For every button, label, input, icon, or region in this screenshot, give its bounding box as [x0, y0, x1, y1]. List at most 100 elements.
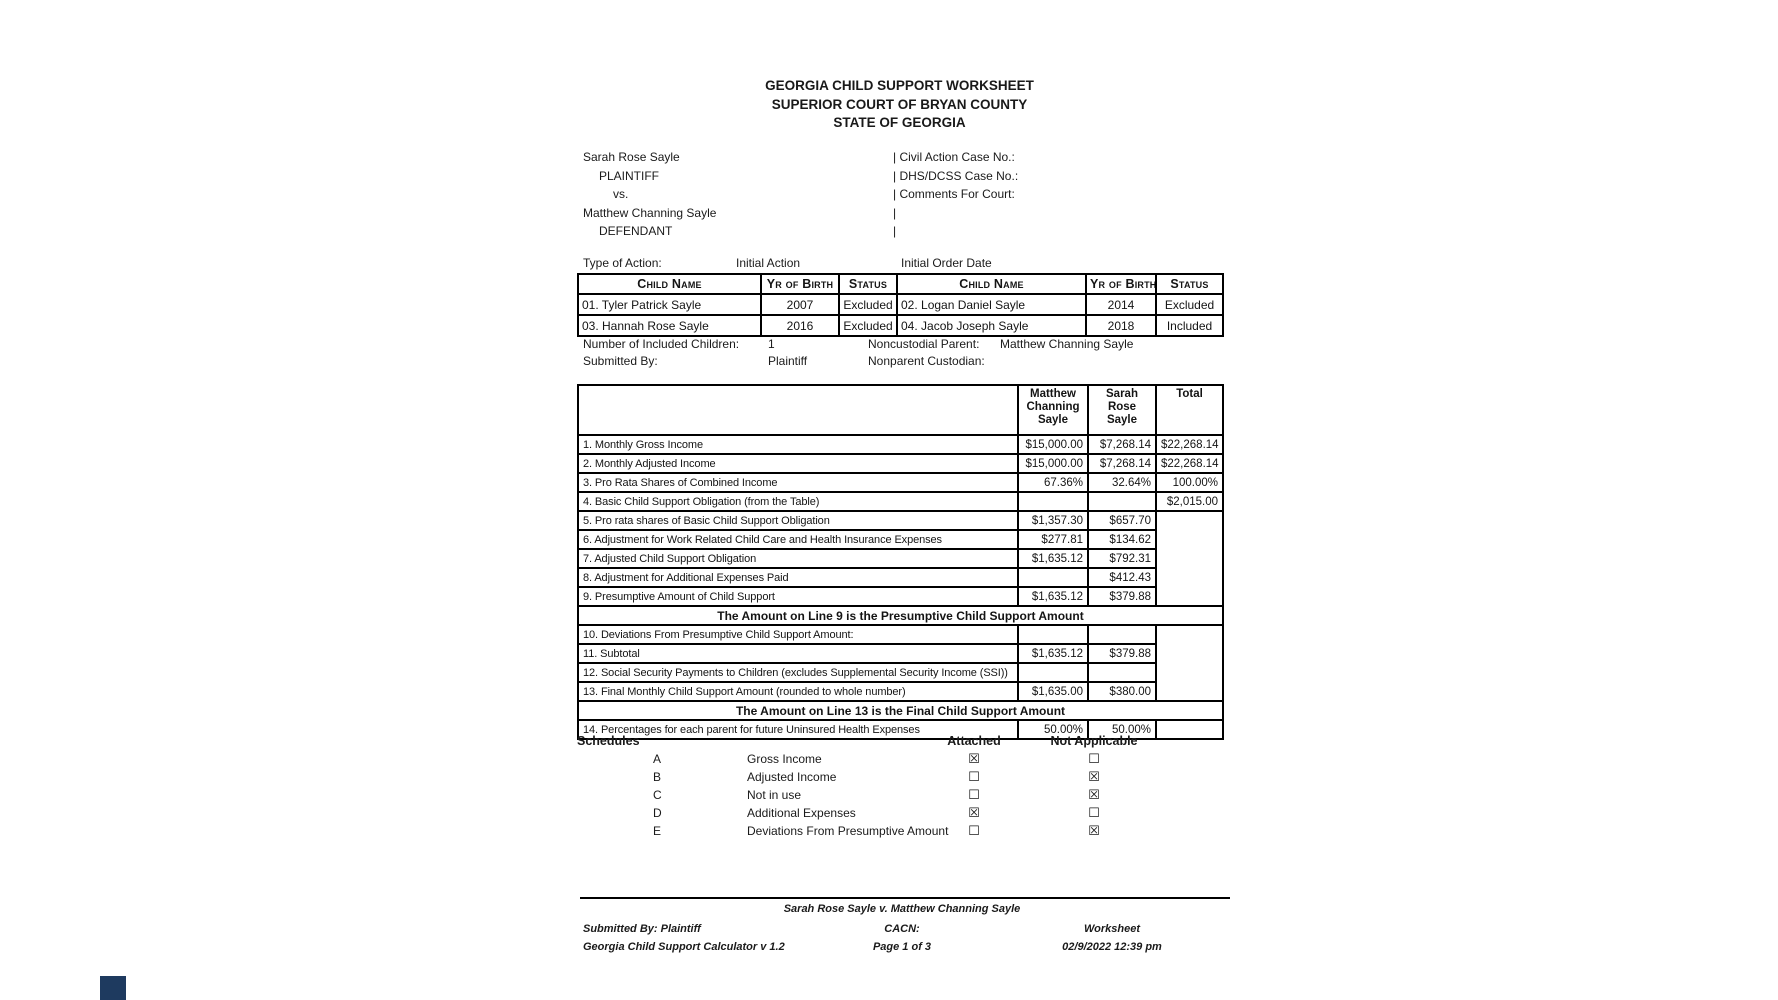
col-status-2: Status [1155, 273, 1224, 295]
row-total-value: $22,268.14 [1155, 434, 1224, 455]
row-parent2-value: $379.88 [1087, 643, 1157, 664]
submitted-by-value: Plaintiff [768, 354, 808, 368]
comments-for-court-label: | Comments For Court: [893, 187, 1015, 202]
row-total-value: $22,268.14 [1155, 453, 1224, 474]
row-total-value [1155, 719, 1224, 740]
document-title-block: GEORGIA CHILD SUPPORT WORKSHEET SUPERIOR… [577, 77, 1222, 133]
footer-cacn-label: CACN: [884, 923, 920, 935]
schedule-row-a: A Gross Income ☒ ☐ [577, 752, 1222, 770]
row-label: 7. Adjusted Child Support Obligation [577, 548, 1019, 569]
row-parent2-value: $412.43 [1087, 567, 1157, 588]
title-line-2: SUPERIOR COURT OF BRYAN COUNTY [771, 96, 1028, 112]
row-parent1-value [1017, 624, 1089, 645]
party-block: Sarah Rose Sayle PLAINTIFF vs. Matthew C… [583, 148, 716, 241]
children-table-row: 03. Hannah Rose Sayle 2016 Excluded 04. … [577, 314, 1224, 337]
row-parent2-value: $134.62 [1087, 529, 1157, 550]
schedule-row-e: E Deviations From Presumptive Amount ☐ ☒ [577, 824, 1222, 842]
footer: Sarah Rose Sayle v. Matthew Channing Say… [577, 903, 1227, 959]
noncustodial-parent-label: Noncustodial Parent: [868, 337, 980, 351]
row-parent1-value [1017, 567, 1089, 588]
row-parent1-value: $1,357.30 [1017, 510, 1089, 531]
worksheet-header-empty [577, 384, 1019, 436]
initial-order-date-label: Initial Order Date [901, 256, 992, 270]
row-label: 2. Monthly Adjusted Income [577, 453, 1019, 474]
attached-checkbox-icon: ☐ [968, 788, 980, 803]
schedule-name: Gross Income [747, 752, 822, 766]
row-parent2-value: $380.00 [1087, 681, 1157, 702]
included-children-value: 1 [768, 337, 775, 351]
row-parent1-value [1017, 491, 1089, 512]
child-status: Excluded [838, 293, 898, 316]
row-label: 1. Monthly Gross Income [577, 434, 1019, 455]
worksheet-row-9: 9. Presumptive Amount of Child Support $… [577, 586, 1223, 607]
schedule-name: Not in use [747, 788, 802, 802]
schedules-title: Schedules [577, 734, 640, 748]
worksheet-row-4: 4. Basic Child Support Obligation (from … [577, 491, 1224, 512]
col-child-name-1: Child Name [577, 273, 762, 295]
title-line-3: STATE OF GEORGIA [833, 115, 966, 130]
footer-page-number: Page 1 of 3 [872, 941, 932, 953]
row-parent1-value: $1,635.12 [1017, 548, 1089, 569]
row-parent2-value: $379.88 [1087, 586, 1157, 607]
row-label: 6. Adjustment for Work Related Child Car… [577, 529, 1019, 550]
row-parent1-value [1017, 662, 1089, 683]
row-parent1-value: $1,635.12 [1017, 586, 1089, 607]
worksheet-row-12: 12. Social Security Payments to Children… [577, 662, 1223, 683]
dhs-dcss-case-no-label: | DHS/DCSS Case No.: [893, 168, 1019, 183]
civil-action-case-no-label: | Civil Action Case No.: [893, 150, 1015, 164]
child-yob: 2014 [1085, 293, 1157, 316]
row-label: 12. Social Security Payments to Children… [577, 662, 1019, 683]
type-of-action-line: Type of Action: Initial Action Initial O… [583, 256, 1228, 270]
worksheet-row-3: 3. Pro Rata Shares of Combined Income 67… [577, 472, 1224, 493]
row-parent1-value: 67.36% [1017, 472, 1089, 493]
worksheet-header-total: Total [1155, 384, 1224, 436]
attached-checkbox-icon: ☐ [968, 824, 980, 839]
child-name: 04. Jacob Joseph Sayle [896, 314, 1087, 337]
versus-label: vs. [613, 187, 629, 202]
schedule-letter: E [653, 824, 662, 838]
row-parent2-value: 50.00% [1087, 719, 1157, 740]
nonparent-custodian-label: Nonparent Custodian: [868, 354, 985, 368]
row-parent1-value: $15,000.00 [1017, 453, 1089, 474]
type-of-action-label: Type of Action: [583, 256, 662, 270]
row-label: 5. Pro rata shares of Basic Child Suppor… [577, 510, 1019, 531]
worksheet-row-11: 11. Subtotal $1,635.12 $379.88 [577, 643, 1223, 664]
worksheet-row-2: 2. Monthly Adjusted Income $15,000.00 $7… [577, 453, 1224, 474]
child-status: Excluded [1155, 293, 1224, 316]
worksheet-row-7: 7. Adjusted Child Support Obligation $1,… [577, 548, 1223, 569]
schedule-letter: D [653, 806, 662, 820]
row-parent2-value: $7,268.14 [1087, 453, 1157, 474]
worksheet-row-13: 13. Final Monthly Child Support Amount (… [577, 681, 1223, 702]
worksheet-row-6: 6. Adjustment for Work Related Child Car… [577, 529, 1223, 550]
worksheet-row-14: 14. Percentages for each parent for futu… [577, 719, 1224, 740]
child-name: 01. Tyler Patrick Sayle [577, 293, 762, 316]
line9-banner-text: The Amount on Line 9 is the Presumptive … [577, 605, 1224, 626]
row-total-value: $2,015.00 [1155, 491, 1224, 512]
row-parent2-value [1087, 662, 1157, 683]
row-parent1-value: $277.81 [1017, 529, 1089, 550]
worksheet-header-parent2: Sarah Rose Sayle [1087, 384, 1157, 436]
title-line-1: GEORGIA CHILD SUPPORT WORKSHEET [765, 78, 1034, 93]
row-parent2-value: 32.64% [1087, 472, 1157, 493]
included-children-label: Number of Included Children: [583, 337, 740, 351]
case-info-pipe: | [893, 224, 897, 239]
row-label: 11. Subtotal [577, 643, 1019, 664]
footer-generator: Georgia Child Support Calculator v 1.2 [583, 941, 785, 953]
total-merged-blank [1155, 510, 1224, 607]
worksheet-header-parent1: Matthew Channing Sayle [1017, 384, 1089, 436]
row-parent2-value [1087, 491, 1157, 512]
col-status-1: Status [838, 273, 898, 295]
noncustodial-parent-value: Matthew Channing Sayle [1000, 337, 1134, 351]
child-name: 02. Logan Daniel Sayle [896, 293, 1087, 316]
summary-block: Number of Included Children: 1 Noncustod… [583, 336, 1228, 370]
col-yr-of-birth-1: Yr of Birth [760, 273, 840, 295]
col-child-name-2: Child Name [896, 273, 1087, 295]
attached-checkbox-icon: ☐ [968, 770, 980, 785]
defendant-role: DEFENDANT [599, 224, 673, 239]
row-parent1-value: $1,635.12 [1017, 643, 1089, 664]
row-parent1-value: $15,000.00 [1017, 434, 1089, 455]
not-applicable-checkbox-icon: ☐ [1088, 806, 1100, 821]
not-applicable-checkbox-icon: ☒ [1088, 824, 1100, 839]
case-info-pipe: | [893, 205, 897, 220]
